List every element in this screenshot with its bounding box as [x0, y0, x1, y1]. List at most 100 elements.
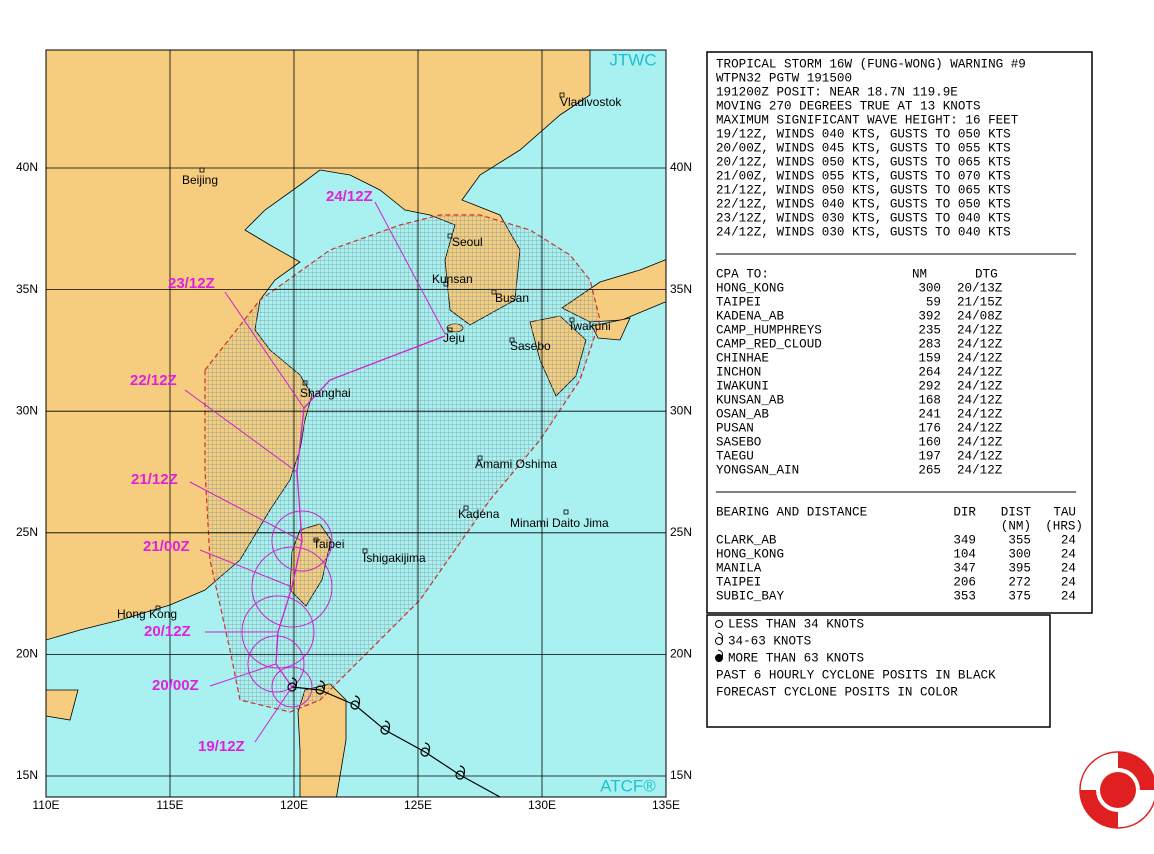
legend-panel: [706, 614, 1051, 728]
cpa-nm: 235: [918, 323, 941, 337]
city-marker: [443, 281, 449, 287]
cpa-dtg: 24/12Z: [957, 407, 1003, 421]
lat-label: 40N: [670, 160, 692, 174]
bearing-cell: 375: [1008, 589, 1031, 603]
bearing-cell: TAIPEI: [716, 575, 761, 589]
cpa-name: YONGSAN_AIN: [716, 463, 799, 477]
cpa-name: TAEGU: [716, 449, 754, 463]
city-marker: [569, 317, 575, 323]
cpa-name: OSAN_AB: [716, 407, 769, 421]
warning-line: WTPN32 PGTW 191500: [716, 71, 852, 85]
bearing-subheader: (HRS): [1045, 519, 1083, 533]
map: Beijing Vladivostok Seoul Kunsan Busan Jeju Iw…: [46, 50, 666, 797]
leader-line: [199, 549, 293, 588]
cpa-dtg: 24/12Z: [957, 393, 1003, 407]
lon-label: 135E: [652, 798, 680, 812]
cpa-dtg: 20/13Z: [957, 281, 1003, 295]
forecast-label: 22/12Z: [130, 372, 177, 389]
city-label: Sasebo: [510, 339, 551, 353]
city-label: Minami Daito Jima: [510, 516, 609, 530]
bearing-cell: 24: [1061, 533, 1076, 547]
cpa-nm: 265: [918, 463, 941, 477]
radius: [247, 635, 305, 693]
lat-label: 20N: [16, 647, 38, 661]
cpa-name: CAMP_HUMPHREYS: [716, 323, 822, 337]
jtwc-logo: [1079, 751, 1154, 829]
cpa-dtg: 24/12Z: [957, 323, 1003, 337]
warning-line: 191200Z POSIT: NEAR 18.7N 119.9E: [716, 85, 958, 99]
warning-panel: [706, 51, 1093, 614]
bearing-cell: 206: [953, 575, 976, 589]
cpa-dtg: 24/12Z: [957, 351, 1003, 365]
cpa-name: HONG_KONG: [716, 281, 784, 295]
lat-label: 30N: [16, 403, 38, 417]
cpa-name: KADENA_AB: [716, 309, 784, 323]
city-label: Amami Oshima: [475, 457, 557, 471]
cpa-nm: 392: [918, 309, 941, 323]
cpa-nm: 300: [918, 281, 941, 295]
bearing-header: DIST: [1001, 505, 1032, 519]
bearing-cell: 104: [953, 547, 976, 561]
city-label: Kadena: [458, 507, 500, 521]
bearing-cell: 272: [1008, 575, 1031, 589]
legend-text: PAST 6 HOURLY CYCLONE POSITS IN BLACK: [716, 668, 996, 682]
city-marker: [362, 548, 368, 554]
forecast-label: 21/00Z: [143, 538, 190, 555]
badge-bottom: ATCF®: [600, 776, 656, 795]
lon-label: 120E: [280, 798, 308, 812]
radius: [251, 546, 333, 628]
forecast-label: 24/12Z: [326, 188, 373, 205]
city-label: Seoul: [452, 235, 483, 249]
bearing-cell: 349: [953, 533, 976, 547]
lat-label: 35N: [670, 282, 692, 296]
city-label: Jeju: [443, 331, 465, 345]
cpa-nm: 283: [918, 337, 941, 351]
cpa-nm: 292: [918, 379, 941, 393]
bearing-cell: CLARK_AB: [716, 533, 777, 547]
storm-tail: [384, 720, 391, 731]
warning-line: 20/00Z, WINDS 045 KTS, GUSTS TO 055 KTS: [716, 141, 1011, 155]
cpa-dtg: 24/12Z: [957, 449, 1003, 463]
lon-label: 110E: [32, 798, 59, 812]
danger-area: [204, 214, 601, 713]
city-label: Iwakuni: [570, 319, 611, 333]
warning-line: 24/12Z, WINDS 030 KTS, GUSTS TO 040 KTS: [716, 225, 1011, 239]
bearing-header: BEARING AND DISTANCE: [716, 505, 867, 519]
cpa-name: SASEBO: [716, 435, 761, 449]
city-marker: [463, 505, 469, 511]
lat-label: 30N: [670, 403, 692, 417]
bearing-cell: 24: [1061, 589, 1076, 603]
cpa-dtg: 24/12Z: [957, 421, 1003, 435]
bearing-cell: MANILA: [716, 561, 762, 575]
storm-tail: [424, 742, 431, 753]
city-label: Shanghai: [300, 386, 351, 400]
lat-label: 35N: [16, 282, 38, 296]
map-frame: [45, 49, 667, 798]
cpa-dtg: 24/12Z: [957, 435, 1003, 449]
lon-label: 115E: [156, 798, 183, 812]
leader-line: [374, 201, 446, 335]
legend: LESS THAN 34 KNOTS 34-63 KNOTS MORE THAN 6…: [715, 617, 996, 699]
cpa-nm: 176: [918, 421, 941, 435]
warning-line: 22/12Z, WINDS 040 KTS, GUSTS TO 050 KTS: [716, 197, 1011, 211]
legend-tail: [717, 649, 723, 659]
city-marker: [447, 233, 453, 239]
city-marker: [155, 605, 161, 611]
bearing-cell: 355: [1008, 533, 1031, 547]
bearing-header: TAU: [1053, 505, 1076, 519]
city-label: Taipei: [313, 537, 344, 551]
city-marker: [199, 167, 205, 173]
cpa-name: CAMP_RED_CLOUD: [716, 337, 822, 351]
badge-top: JTWC: [609, 50, 656, 69]
storm-tail: [291, 677, 298, 688]
storm-tail: [319, 680, 326, 691]
lat-label: 40N: [16, 160, 38, 174]
cpa-nm: 160: [918, 435, 941, 449]
cpa-name: INCHON: [716, 365, 761, 379]
luzon: [297, 683, 347, 797]
graticule: [46, 50, 666, 797]
bearing-cell: 24: [1061, 547, 1076, 561]
city-marker: [563, 509, 569, 515]
radius: [271, 666, 313, 708]
